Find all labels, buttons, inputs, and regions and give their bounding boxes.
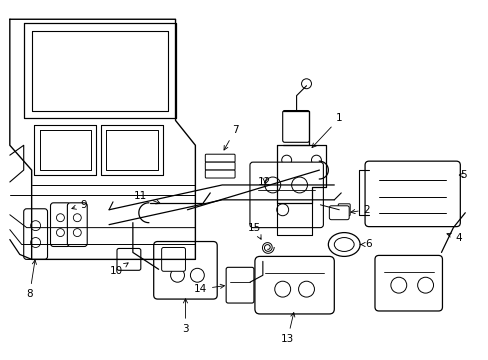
Text: 7: 7 — [224, 125, 238, 150]
FancyBboxPatch shape — [282, 111, 309, 142]
FancyBboxPatch shape — [117, 248, 141, 270]
FancyBboxPatch shape — [365, 161, 459, 227]
FancyBboxPatch shape — [24, 209, 47, 260]
FancyBboxPatch shape — [205, 154, 235, 162]
Text: 5: 5 — [458, 170, 466, 180]
FancyBboxPatch shape — [328, 206, 348, 220]
Text: 11: 11 — [134, 191, 160, 204]
Text: 10: 10 — [109, 263, 128, 276]
FancyBboxPatch shape — [249, 162, 323, 228]
Text: 8: 8 — [26, 260, 37, 299]
Text: 6: 6 — [360, 239, 371, 249]
Text: 12: 12 — [258, 177, 271, 187]
Text: 15: 15 — [248, 222, 261, 239]
FancyBboxPatch shape — [205, 170, 235, 178]
FancyBboxPatch shape — [153, 242, 217, 299]
Text: 14: 14 — [193, 284, 224, 294]
FancyBboxPatch shape — [338, 204, 349, 216]
FancyBboxPatch shape — [67, 203, 87, 247]
FancyBboxPatch shape — [50, 203, 70, 247]
Text: 13: 13 — [281, 312, 294, 344]
FancyBboxPatch shape — [254, 256, 334, 314]
FancyBboxPatch shape — [225, 267, 253, 303]
Text: 2: 2 — [350, 205, 369, 215]
FancyBboxPatch shape — [374, 255, 442, 311]
Text: 9: 9 — [72, 200, 86, 210]
FancyBboxPatch shape — [205, 162, 235, 170]
Text: 1: 1 — [311, 113, 342, 148]
Text: 3: 3 — [182, 299, 188, 334]
FancyBboxPatch shape — [162, 247, 185, 271]
Text: 4: 4 — [446, 233, 461, 243]
